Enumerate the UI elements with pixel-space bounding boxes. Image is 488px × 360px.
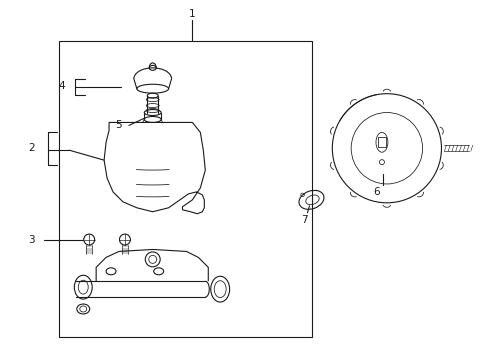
Text: 7: 7 [301,215,307,225]
Text: 6: 6 [373,187,380,197]
Bar [377,137,385,147]
Text: 2: 2 [28,143,35,153]
Text: 4: 4 [58,81,64,91]
Text: 3: 3 [28,234,35,244]
Bar [60,41,312,337]
Text: 5: 5 [116,121,122,130]
Text: 1: 1 [189,9,195,19]
